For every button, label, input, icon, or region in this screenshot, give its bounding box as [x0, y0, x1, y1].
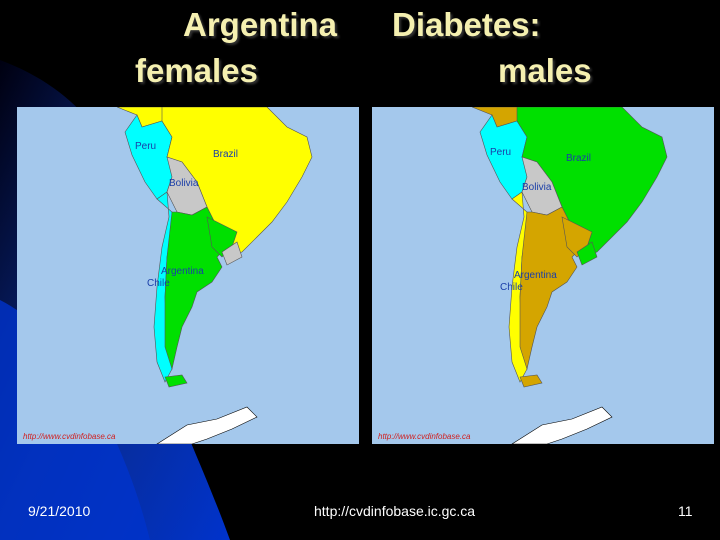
label-argentina: Argentina: [161, 266, 204, 277]
title-males: males: [498, 52, 592, 89]
label-bolivia: Bolivia: [522, 182, 552, 193]
footer-page-number: 11: [678, 503, 693, 519]
uruguay-region: [576, 241, 598, 266]
tierra-del-fuego: [164, 374, 188, 388]
map-source-url: http://www.cvdinfobase.ca: [23, 432, 116, 441]
map-females-shapes: [116, 107, 313, 444]
map-source-url: http://www.cvdinfobase.ca: [378, 432, 471, 441]
footer-date: 9/21/2010: [28, 503, 91, 519]
title-females: females: [135, 52, 258, 89]
argentina-region: [519, 206, 583, 371]
antarctic-peninsula: [511, 406, 613, 444]
map-males: Peru Brazil Bolivia Argentina Chile http…: [372, 107, 714, 444]
map-males-shapes: [471, 107, 668, 444]
map-females: Peru Brazil Bolivia Argentina Chile http…: [17, 107, 359, 444]
tierra-del-fuego: [519, 374, 543, 388]
label-argentina: Argentina: [514, 270, 557, 281]
label-peru: Peru: [135, 141, 157, 152]
argentina-region: [164, 206, 228, 371]
label-brazil: Brazil: [213, 149, 239, 160]
title-country: Argentina: [183, 6, 338, 43]
label-peru: Peru: [490, 147, 512, 158]
label-bolivia: Bolivia: [169, 178, 199, 189]
label-chile: Chile: [500, 282, 523, 293]
label-brazil: Brazil: [566, 153, 592, 164]
footer-url: http://cvdinfobase.ic.gc.ca: [314, 503, 476, 519]
uruguay-region: [221, 241, 243, 266]
label-chile: Chile: [147, 278, 170, 289]
title-topic: Diabetes:: [392, 6, 541, 43]
antarctic-peninsula: [156, 406, 258, 444]
